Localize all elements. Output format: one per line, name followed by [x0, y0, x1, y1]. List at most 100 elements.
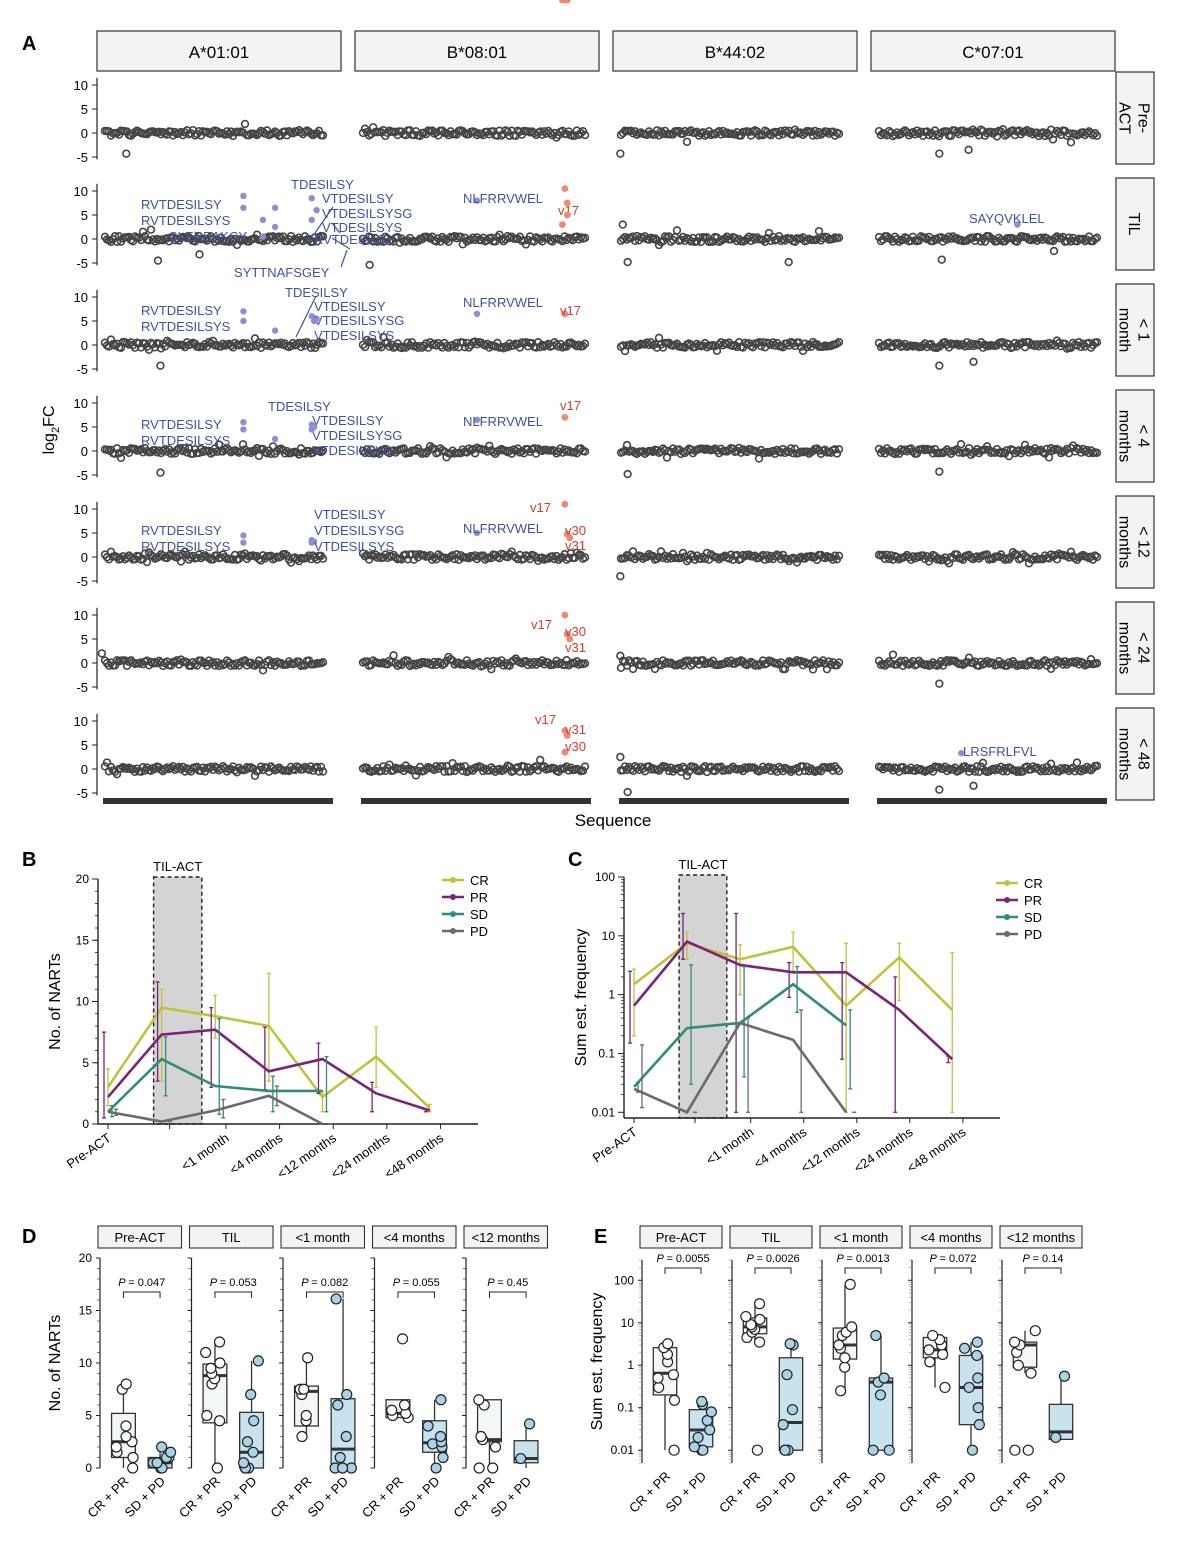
box-data-point: [1022, 1444, 1034, 1456]
peptide-label: VTDESILSY: [312, 413, 384, 428]
box-data-point: [120, 1430, 132, 1443]
scatter-cell: [616, 333, 844, 356]
x-tick-label: <48 months: [904, 1124, 969, 1176]
box-data-point: [151, 1457, 163, 1469]
panel-c-line-chart: TIL-ACT 0.01 0.1 1 10 100 Sum est. frequency Pr…: [573, 857, 1043, 1176]
data-point: [1092, 448, 1102, 458]
peptide-label: SYTTNAFSGEY: [234, 265, 330, 280]
legend-label: CR: [1024, 876, 1043, 891]
data-point: [978, 758, 988, 768]
row-header-box: [1115, 495, 1155, 589]
series-sd: [107, 1018, 329, 1118]
facet-header-label: <12 months: [1007, 1230, 1076, 1245]
y-tick-label: 0.01: [592, 1105, 616, 1119]
y-tick-label: 10: [74, 290, 88, 305]
y-tick-label: 5: [82, 1056, 89, 1070]
data-point: [250, 771, 260, 780]
box-data-point: [1009, 1444, 1021, 1456]
box-data-point: [751, 1444, 763, 1456]
highlight-point-peptide: [473, 416, 481, 423]
significance-bracket: [664, 1267, 702, 1274]
data-point: [481, 659, 490, 668]
y-tick-label: 10: [79, 1356, 93, 1370]
data-point: [250, 334, 260, 343]
data-point: [882, 550, 892, 560]
legend-label: PR: [470, 890, 488, 905]
scatter-cell: [100, 758, 328, 780]
y-tick-label: 10: [76, 995, 90, 1009]
facet-header-label: <4 months: [384, 1230, 446, 1245]
box-data-point: [883, 1444, 895, 1456]
data-point: [1040, 656, 1050, 665]
data-point: [808, 665, 818, 674]
peptide-label: RVTDESILSYS: [141, 213, 231, 228]
highlight-point-peptide: [473, 197, 481, 204]
data-point-outlier: [616, 149, 625, 158]
highlight-point-peptide: [240, 204, 247, 211]
panel-letter-a: A: [22, 33, 36, 55]
highlight-point-viral: [561, 500, 569, 508]
peptide-leader-line: [340, 249, 348, 268]
data-point-outlier: [1049, 246, 1059, 256]
y-tick-label: 0.1: [598, 1046, 615, 1060]
data-point: [464, 343, 474, 352]
data-point: [238, 338, 248, 348]
column-header-box: [870, 30, 1116, 72]
facet-header-box: [819, 1225, 903, 1249]
highlight-point-viral: [563, 732, 571, 739]
row-header-text: Pre-: [1135, 103, 1152, 133]
data-point: [808, 131, 818, 140]
data-point: [312, 237, 322, 246]
data-point: [166, 449, 176, 458]
data-point: [519, 762, 529, 771]
data-point: [507, 547, 516, 556]
peptide-label: VTDESILSYSG: [314, 313, 404, 328]
box-data-point: [201, 1409, 213, 1422]
box-data-point: [302, 1352, 314, 1364]
box-data-point: [777, 1419, 789, 1431]
box-data-point: [248, 1415, 260, 1427]
y-axis-label: No. of NARTs: [47, 1315, 64, 1412]
data-point: [318, 339, 328, 348]
y-tick-label: -5: [76, 256, 88, 271]
peptide-label: NLFRRVWEL: [463, 521, 543, 536]
peptide-label: VTDESILSY: [322, 191, 394, 206]
peptide-label: VTDESILSYS: [314, 539, 395, 554]
facet-header-box: [909, 1225, 993, 1249]
data-point: [1092, 131, 1102, 140]
data-point: [580, 553, 590, 562]
y-tick-label: 15: [79, 1304, 93, 1318]
data-point: [580, 659, 590, 668]
box-data-point: [330, 1293, 342, 1305]
data-point: [401, 343, 410, 352]
scatter-cell: [616, 440, 844, 479]
data-point: [1006, 764, 1016, 773]
data-point: [654, 333, 664, 343]
data-point: [112, 770, 122, 779]
data-point-outlier: [97, 649, 107, 658]
box-data-point: [211, 1462, 223, 1474]
highlight-point-viral: [566, 635, 574, 643]
data-point: [280, 549, 290, 559]
row-header-text: month: [1116, 308, 1133, 352]
significance-bracket: [934, 1267, 972, 1274]
data-point: [238, 440, 248, 449]
data-point: [786, 444, 796, 453]
box-data-point: [740, 1310, 752, 1323]
data-point: [428, 555, 437, 565]
scatter-cell: [100, 334, 328, 370]
viral-peptide-label: v17: [531, 617, 552, 632]
data-point: [493, 657, 502, 666]
row-header-box: [1115, 707, 1155, 801]
data-point: [314, 767, 324, 776]
til-act-label: TIL-ACT: [153, 859, 202, 874]
data-point: [499, 237, 508, 246]
data-point: [652, 126, 662, 135]
scatter-cell: [358, 651, 590, 674]
box-data-point: [705, 1406, 717, 1418]
data-point: [828, 555, 838, 564]
data-point-outlier: [935, 679, 944, 688]
